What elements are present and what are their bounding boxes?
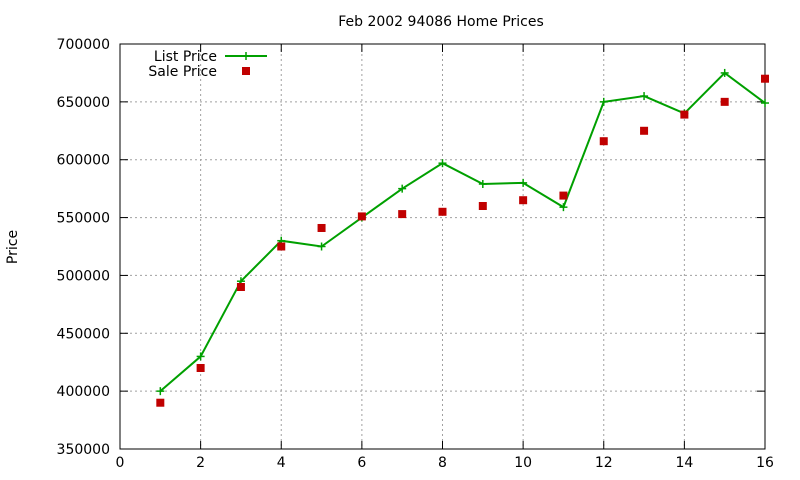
list-price-point — [438, 159, 447, 168]
sale-price-point — [599, 137, 608, 146]
list-price-point — [519, 178, 528, 187]
list-price-point — [761, 99, 769, 108]
sale-price-point — [277, 242, 286, 251]
sale-price-point — [156, 398, 165, 407]
x-tick-label: 6 — [357, 455, 366, 471]
list-price-point — [156, 387, 165, 396]
sale-price-point — [236, 283, 245, 291]
sale-price-point — [559, 191, 568, 200]
list-price-point — [398, 184, 407, 193]
legend-sample-sale-price-marker — [242, 67, 250, 75]
list-price-line — [159, 71, 766, 392]
sale-price-point — [640, 126, 649, 135]
y-tick-label: 450000 — [57, 326, 110, 342]
sale-price-point — [519, 196, 528, 205]
x-tick-label: 4 — [277, 455, 286, 471]
sale-price-point — [720, 97, 729, 106]
y-tick-label: 400000 — [57, 384, 110, 400]
list-price-point — [559, 203, 568, 212]
x-tick-label: 2 — [196, 455, 205, 471]
sale-price-point — [478, 202, 487, 210]
list-price-point — [640, 92, 649, 101]
sale-price-point — [761, 74, 769, 83]
sale-price-point — [680, 110, 689, 119]
x-tick-label: 10 — [514, 455, 532, 471]
list-price-point — [317, 242, 326, 251]
x-tick-label: 16 — [756, 455, 774, 471]
y-tick-label: 550000 — [57, 211, 110, 227]
y-tick-label: 350000 — [57, 442, 110, 458]
list-price-point — [478, 180, 487, 189]
sale-price-point — [196, 364, 205, 372]
y-tick-label: 700000 — [57, 37, 110, 53]
sale-price-point — [438, 207, 447, 216]
series-layer — [156, 68, 769, 407]
list-price-point — [196, 352, 205, 361]
legend-label-sale-price: Sale Price — [148, 64, 217, 80]
sale-price-point — [317, 223, 326, 232]
y-axis-label: Price — [5, 230, 21, 264]
legend-label-list-price: List Price — [154, 49, 217, 65]
sale-price-point — [357, 212, 366, 221]
list-price-point — [599, 97, 608, 106]
grid-lines — [120, 44, 765, 449]
x-tick-label: 0 — [116, 455, 125, 471]
chart-title: Feb 2002 94086 Home Prices — [338, 14, 544, 30]
legend: List Price Sale Price — [148, 49, 267, 80]
y-tick-label: 500000 — [57, 268, 110, 284]
y-tick-label: 650000 — [57, 95, 110, 111]
list-price-point — [720, 68, 729, 77]
x-tick-label: 8 — [438, 455, 447, 471]
x-tick-label: 12 — [595, 455, 613, 471]
sale-price-point — [398, 210, 407, 219]
legend-sample-list-price-marker — [242, 52, 250, 60]
axis-ticks: 350000 400000 450000 500000 550000 600000 6500… — [57, 37, 774, 471]
x-tick-label: 14 — [675, 455, 693, 471]
y-tick-label: 600000 — [57, 153, 110, 169]
